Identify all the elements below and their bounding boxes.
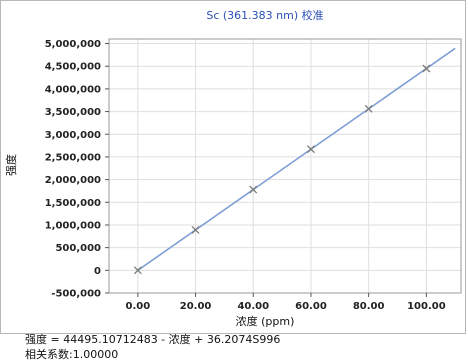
y-tick-label: 5,000,000 xyxy=(45,39,101,50)
plot-area xyxy=(108,38,462,294)
y-tick-label: 3,500,000 xyxy=(45,107,101,118)
x-tick-label: 40.00 xyxy=(237,301,269,312)
data-point xyxy=(191,225,200,234)
x-tick-label: 80.00 xyxy=(353,301,385,312)
y-tick-label: 4,000,000 xyxy=(45,84,101,95)
data-points xyxy=(133,64,431,275)
x-axis-label: 浓度 (ppm) xyxy=(236,314,295,328)
y-axis: -500,000 0 500,000 1,000,000 1,500,000 2,000,… xyxy=(45,39,109,300)
x-tick-label: 60.00 xyxy=(295,301,327,312)
data-point xyxy=(249,185,258,194)
y-tick-label: -500,000 xyxy=(51,289,101,300)
correlation-coefficient: 相关系数:1.00000 xyxy=(25,348,119,361)
calibration-footer: 强度 = 44495.10712483 - 浓度 + 36.2074S996 相… xyxy=(25,332,280,362)
y-tick-label: 4,500,000 xyxy=(45,62,101,73)
data-point xyxy=(422,64,431,73)
y-tick-label: 2,500,000 xyxy=(45,152,101,163)
data-point xyxy=(307,145,315,154)
grid xyxy=(109,39,461,294)
y-tick-label: 500,000 xyxy=(55,243,101,254)
x-axis: 0.00 20.00 40.00 60.00 80.00 100.00 xyxy=(126,293,446,312)
y-tick-label: 1,000,000 xyxy=(45,220,101,231)
calibration-chart: -500,000 0 500,000 1,000,000 1,500,000 2,000,… xyxy=(4,8,462,328)
data-point xyxy=(364,104,373,113)
x-tick-label: 20.00 xyxy=(180,301,212,312)
y-tick-label: 1,500,000 xyxy=(45,198,101,209)
y-tick-label: 2,000,000 xyxy=(45,175,101,186)
data-point xyxy=(133,266,142,275)
x-tick-label: 0.00 xyxy=(126,301,151,312)
chart-title: Sc (361.383 nm) 校准 xyxy=(206,8,323,22)
regression-equation: 强度 = 44495.10712483 - 浓度 + 36.2074S996 xyxy=(25,333,281,346)
y-tick-label: 3,000,000 xyxy=(45,130,101,141)
x-tick-label: 100.00 xyxy=(407,301,446,312)
chart-panel: -500,000 0 500,000 1,000,000 1,500,000 2,000,… xyxy=(0,0,466,334)
y-axis-label: 强度 xyxy=(4,154,18,176)
fit-line xyxy=(137,47,456,271)
y-tick-label: 0 xyxy=(94,266,101,277)
